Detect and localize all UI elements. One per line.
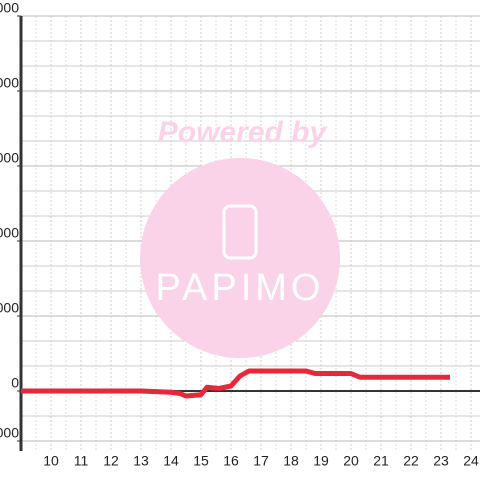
- x-tick-label: 10: [43, 453, 59, 469]
- watermark-title: Powered by: [158, 116, 328, 149]
- y-tick-label: -20,000: [0, 425, 19, 441]
- x-tick-label: 14: [163, 453, 179, 469]
- x-tick-label: 15: [193, 453, 209, 469]
- x-tick-label: 24: [463, 453, 479, 469]
- x-tick-label: 12: [103, 453, 119, 469]
- x-tick-label: 11: [74, 453, 89, 469]
- x-tick-label: 16: [223, 453, 239, 469]
- y-tick-label: 90,000: [0, 150, 19, 166]
- x-tick-label: 20: [343, 453, 359, 469]
- y-tick-label: 120,000: [0, 75, 19, 91]
- y-tick-label: 150,000: [0, 0, 19, 16]
- x-tick-label: 23: [433, 453, 449, 469]
- x-tick-label: 13: [133, 453, 149, 469]
- data-line: [21, 368, 450, 399]
- y-tick-label: 60,000: [0, 225, 19, 241]
- x-tick-label: 21: [373, 453, 389, 469]
- watermark-icon: [222, 204, 258, 260]
- x-tick-label: 22: [403, 453, 419, 469]
- y-tick-label: 0: [11, 375, 19, 391]
- y-tick-label: 30,000: [0, 300, 19, 316]
- x-tick-label: 19: [313, 453, 329, 469]
- watermark: Powered by PAPIMO: [140, 116, 340, 358]
- x-tick-label: 17: [253, 453, 269, 469]
- x-tick-label: 18: [283, 453, 299, 469]
- watermark-logo: PAPIMO: [156, 267, 325, 309]
